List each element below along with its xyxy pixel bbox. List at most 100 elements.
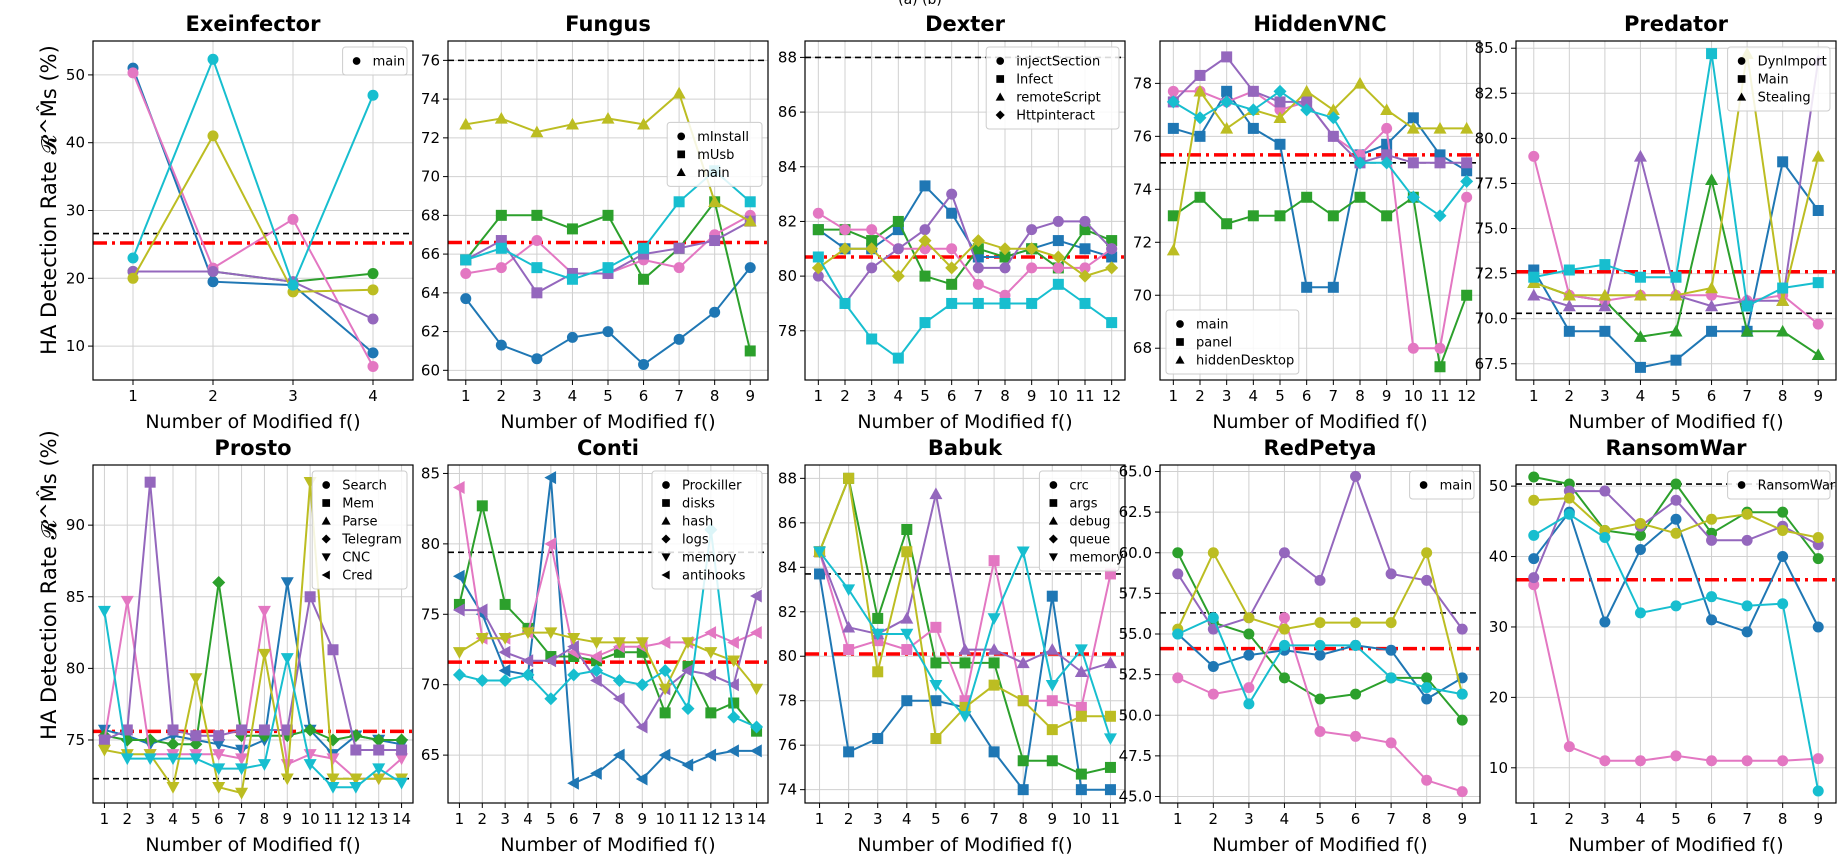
series-point <box>1314 693 1326 705</box>
series-point <box>1407 342 1419 354</box>
series-point <box>98 734 110 746</box>
series-point <box>843 644 855 656</box>
series-point <box>566 223 578 235</box>
series-point <box>1461 191 1473 203</box>
legend-marker <box>677 132 686 141</box>
series-point <box>258 724 270 736</box>
legend-label: disks <box>682 497 715 512</box>
y-tick-label: 40 <box>1489 548 1508 566</box>
legend-marker <box>661 516 671 525</box>
legend-marker-circle <box>1419 481 1428 489</box>
series-point <box>1207 547 1219 559</box>
x-tick-label: 1 <box>814 387 824 405</box>
series-point <box>395 753 409 766</box>
series-point <box>590 673 602 687</box>
series-point <box>1599 325 1611 337</box>
y-tick-label: 74 <box>778 781 797 799</box>
series-point <box>872 635 884 647</box>
series-point <box>1207 612 1219 624</box>
series-point <box>635 678 649 692</box>
y-tick-label: 80 <box>421 535 440 553</box>
series-point <box>705 707 717 719</box>
series-point <box>565 117 579 130</box>
x-axis-label: Number of Modified f() <box>1568 834 1783 856</box>
legend-label: hash <box>682 515 713 530</box>
series-point <box>452 647 466 659</box>
legend-marker <box>1049 499 1058 507</box>
legend-marker <box>1419 481 1428 489</box>
series-point <box>988 679 1000 691</box>
series-point <box>1812 532 1824 544</box>
series-point <box>1741 300 1753 312</box>
x-tick-label: 5 <box>920 387 930 405</box>
series-point <box>567 633 581 645</box>
legend-label: main <box>1440 479 1472 494</box>
subplot-title: Conti <box>577 436 639 460</box>
series-point <box>1166 95 1180 109</box>
x-tick-label: 4 <box>1636 387 1646 405</box>
legend-marker-triangle <box>1048 516 1058 525</box>
series-point <box>1105 261 1119 275</box>
series-point <box>349 773 363 786</box>
series-point <box>945 261 959 275</box>
series-point <box>1074 644 1088 657</box>
x-tick-label: 8 <box>1778 387 1788 405</box>
series-point <box>1220 95 1234 109</box>
x-axis-label: Number of Modified f() <box>1212 834 1427 856</box>
series-point <box>326 782 340 794</box>
series-point <box>1327 281 1339 293</box>
series-point <box>1406 121 1420 134</box>
y-tick-label: 57.5 <box>1119 584 1152 602</box>
y-tick-label: 78 <box>778 322 797 340</box>
series-point <box>590 766 602 780</box>
y-tick-label: 77.5 <box>1475 174 1508 192</box>
series-point <box>1193 84 1207 97</box>
legend-marker-circle <box>1737 57 1746 65</box>
series-point <box>367 360 379 372</box>
y-tick-label: 74 <box>421 90 440 108</box>
x-tick-label: 4 <box>168 810 178 828</box>
series-point <box>1456 714 1468 726</box>
series-point <box>235 787 249 800</box>
subplot-predator: Predator 1 2 3 4 5 6 7 8 9 67.5 70.0 72.5 75.0 77.5 80.… <box>1475 12 1837 433</box>
series-point <box>843 746 855 758</box>
x-tick-label: 9 <box>638 810 648 828</box>
series-point <box>1274 96 1286 108</box>
legend-box <box>985 46 1120 130</box>
series-point <box>872 612 884 624</box>
series-point <box>1777 755 1789 767</box>
legend-box <box>651 470 763 590</box>
subplot-title: Prosto <box>214 436 291 460</box>
series-point <box>367 313 379 325</box>
series-point <box>1670 271 1682 283</box>
y-tick-label: 72.5 <box>1475 265 1508 283</box>
x-tick-label: 2 <box>844 810 854 828</box>
series-point <box>999 251 1011 263</box>
series-point <box>1563 741 1575 753</box>
series-point <box>673 262 685 274</box>
subplot-redpetya: RedPetya 1 2 3 4 5 6 7 8 9 45.0 47.5 50.0 52.5 55.0 57.… <box>1119 436 1481 856</box>
series-point <box>704 748 717 762</box>
x-tick-label: 3 <box>532 387 542 405</box>
legend-marker-triangle-down <box>1048 553 1058 562</box>
series-point <box>727 678 739 692</box>
series-point <box>544 654 557 668</box>
series-point <box>1812 318 1824 330</box>
series-point <box>476 500 488 512</box>
legend-label: injectSection <box>1016 55 1100 70</box>
series-point <box>207 53 219 65</box>
y-tick-label: 50 <box>66 66 85 84</box>
legend-marker-circle <box>677 132 686 141</box>
y-tick-label: 20 <box>66 269 85 287</box>
series-point <box>918 234 932 248</box>
series-point <box>1273 84 1287 98</box>
series-point <box>872 666 884 678</box>
series-point <box>929 679 943 692</box>
series-line-1 <box>132 67 374 354</box>
subplot-title: RansomWar <box>1605 436 1747 460</box>
series-point <box>530 125 544 138</box>
y-tick-label: 70 <box>421 676 440 694</box>
x-axis-label: Number of Modified f() <box>1212 411 1427 433</box>
x-tick-label: 12 <box>701 810 720 828</box>
x-tick-label: 4 <box>1636 810 1646 828</box>
